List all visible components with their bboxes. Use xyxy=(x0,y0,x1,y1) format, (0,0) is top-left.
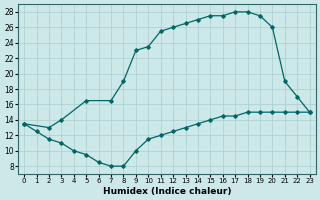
X-axis label: Humidex (Indice chaleur): Humidex (Indice chaleur) xyxy=(103,187,231,196)
